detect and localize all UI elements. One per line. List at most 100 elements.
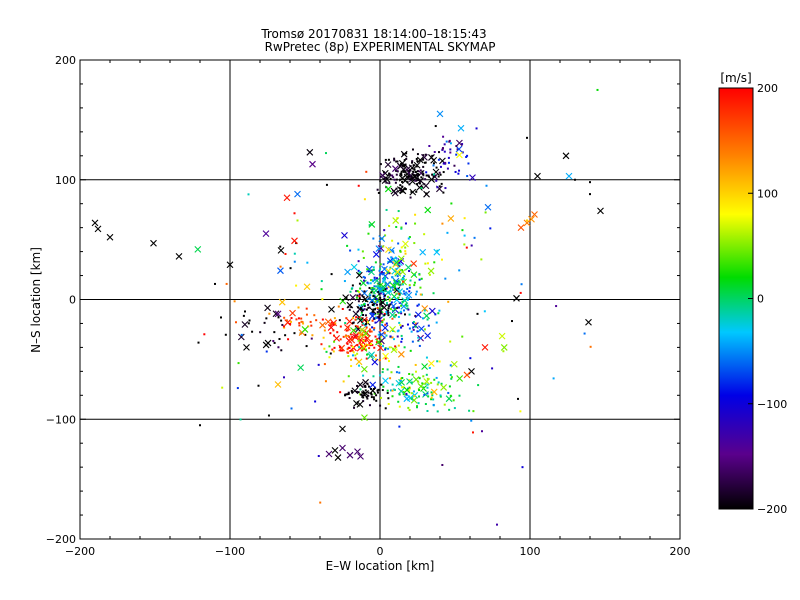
data-point-dot	[399, 173, 402, 176]
data-point-dot	[390, 389, 393, 392]
data-point-x-marker	[411, 322, 419, 329]
data-point-x-marker	[351, 387, 359, 395]
data-point-dot	[390, 301, 393, 304]
data-point-dot	[408, 327, 411, 330]
data-point-dot	[385, 301, 388, 304]
data-point-dot	[424, 403, 427, 406]
data-point-dot	[372, 280, 375, 283]
data-point-dot	[359, 317, 362, 320]
data-point-dot	[388, 272, 391, 275]
data-point-dot	[431, 394, 434, 397]
data-point-x-marker	[513, 294, 520, 302]
data-point-dot	[400, 170, 403, 173]
data-point-x-marker	[106, 233, 114, 241]
data-point-dot	[356, 384, 359, 387]
data-point-x-marker	[422, 182, 430, 190]
data-point-x-marker	[339, 425, 346, 433]
data-point-dot	[442, 191, 445, 194]
data-point-dot	[416, 304, 419, 307]
colorbar: [m/s] 200 100 0 −100 −200	[718, 71, 787, 516]
data-point-dot	[383, 314, 386, 317]
data-point-x-marker	[356, 381, 364, 389]
data-point-dot	[436, 383, 439, 386]
data-point-dot	[372, 312, 375, 315]
data-point-dot	[521, 466, 524, 469]
data-point-dot	[391, 336, 394, 339]
data-point-dot	[407, 237, 410, 240]
data-point-dot	[379, 296, 382, 299]
data-point-dot	[319, 501, 322, 504]
data-point-dot	[277, 346, 280, 349]
data-point-dot	[372, 308, 375, 311]
data-point-dot	[402, 170, 405, 173]
data-point-dot	[416, 170, 419, 173]
data-point-dot	[370, 330, 373, 333]
data-point-dot	[342, 380, 345, 383]
data-point-dot	[416, 406, 419, 409]
data-point-dot	[342, 335, 345, 338]
data-point-x-marker	[394, 268, 401, 276]
data-point-dot	[289, 267, 292, 270]
data-point-dot	[397, 242, 400, 245]
data-point-x-marker	[517, 224, 525, 232]
data-point-dot	[221, 386, 224, 389]
data-point-dot	[401, 283, 404, 286]
data-point-dot	[391, 389, 394, 392]
data-point-dot	[419, 286, 422, 289]
data-point-dot	[418, 377, 421, 380]
data-point-dot	[446, 231, 449, 234]
data-point-dot	[240, 333, 243, 336]
data-point-dot	[447, 156, 450, 159]
data-point-dot	[409, 279, 412, 282]
data-point-x-marker	[484, 203, 492, 211]
data-point-x-marker	[397, 387, 405, 395]
data-point-dot	[405, 152, 408, 155]
data-point-dot	[373, 317, 376, 320]
data-point-dot	[367, 297, 370, 300]
data-point-dot	[382, 278, 385, 281]
data-point-dot	[393, 286, 396, 289]
data-point-dot	[358, 297, 361, 300]
data-point-dot	[273, 341, 276, 344]
data-point-dot	[420, 187, 423, 190]
data-point-dot	[425, 373, 428, 376]
data-point-dot	[284, 334, 287, 337]
data-point-dot	[444, 277, 447, 280]
data-point-dot	[320, 288, 323, 291]
data-point-dot	[361, 347, 364, 350]
data-point-dot	[389, 286, 392, 289]
data-point-dot	[428, 144, 431, 147]
data-point-dot	[361, 345, 364, 348]
data-point-x-marker	[381, 324, 389, 332]
data-point-dot	[345, 296, 348, 299]
data-point-dot	[410, 176, 413, 179]
data-point-dot	[386, 392, 389, 395]
data-point-dot	[375, 277, 378, 280]
data-point-dot	[381, 273, 384, 276]
data-point-dot	[363, 290, 366, 293]
data-point-dot	[329, 332, 332, 335]
data-point-dot	[445, 140, 448, 143]
data-point-dot	[362, 256, 365, 259]
data-point-dot	[425, 192, 428, 195]
data-point-x-marker	[385, 267, 392, 275]
data-point-x-marker	[427, 267, 435, 275]
data-point-dot	[368, 328, 371, 331]
data-point-x-marker	[423, 378, 431, 385]
data-point-x-marker	[325, 450, 333, 458]
data-point-dot	[449, 394, 452, 397]
data-point-dot	[385, 176, 388, 179]
data-point-dot	[381, 271, 384, 274]
data-point-dot	[379, 267, 382, 270]
data-point-x-marker	[403, 386, 411, 394]
data-point-dot	[386, 295, 389, 298]
data-point-dot	[399, 178, 402, 181]
data-point-dot	[376, 391, 379, 394]
data-point-dot	[397, 400, 400, 403]
data-point-dot	[397, 315, 400, 318]
data-point-x-marker	[350, 263, 358, 271]
data-point-dot	[362, 313, 365, 316]
data-point-dot	[365, 322, 368, 325]
data-point-dot	[453, 164, 456, 167]
data-point-x-marker	[371, 358, 379, 366]
